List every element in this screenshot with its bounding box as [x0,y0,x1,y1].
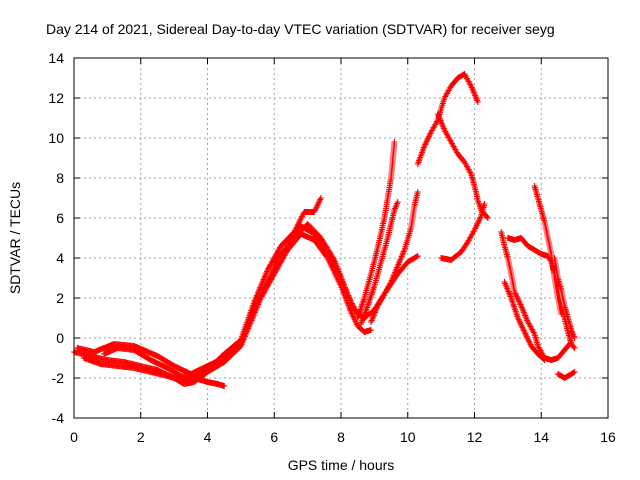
data-marks [71,71,578,389]
y-tick-label: 2 [56,290,64,306]
data-point-markers [501,279,548,363]
data-point-markers [434,111,491,221]
x-tick-label: 2 [137,429,145,445]
series-track-7 [358,199,401,327]
series-track-12 [498,229,575,363]
data-point-markers [354,139,398,321]
data-point-markers [438,201,488,263]
y-tick-label: 14 [48,50,64,66]
x-axis-label: GPS time / hours [288,457,395,473]
series-track-8 [368,189,421,325]
data-point-markers [414,71,481,167]
x-tick-label: 16 [600,429,616,445]
y-tick-label: 10 [48,130,64,146]
data-point-markers [531,183,565,317]
x-tick-label: 10 [400,429,416,445]
series-track-11 [438,201,488,263]
y-tick-label: 6 [56,210,64,226]
series-track-13 [501,279,548,363]
series-track-4 [101,345,228,389]
x-tick-labels: 0 2 4 6 8 10 12 14 16 [70,429,616,445]
data-point-markers [81,195,324,383]
data-point-markers [554,369,578,381]
data-point-markers [498,229,575,363]
data-point-markers [358,199,401,327]
data-point-markers [101,345,228,389]
y-tick-label: -4 [52,410,65,426]
series-track-17 [554,369,578,381]
x-tick-label: 8 [337,429,345,445]
series-track-15 [531,183,565,317]
axis-ticks [73,57,609,419]
y-tick-label: 8 [56,170,64,186]
x-tick-label: 0 [70,429,78,445]
y-tick-label: 12 [48,90,64,106]
series-track-9 [414,71,481,167]
data-point-markers [271,223,361,317]
x-tick-label: 6 [270,429,278,445]
data-point-markers [368,189,421,325]
x-tick-label: 4 [204,429,212,445]
series-track-6 [354,139,398,321]
y-tick-label: -2 [52,370,65,386]
series-track-5 [271,223,361,317]
x-tick-label: 12 [467,429,483,445]
series-track-16 [551,255,578,341]
data-point-markers [551,255,578,341]
y-tick-label: 4 [56,250,64,266]
y-tick-labels: -4 -2 0 2 4 6 8 10 12 14 [48,50,64,426]
x-tick-label: 14 [533,429,549,445]
chart-title: Day 214 of 2021, Sidereal Day-to-day VTE… [46,21,555,37]
y-axis-label: SDTVAR / TECUs [7,182,23,294]
series-track-10 [434,111,491,221]
y-tick-label: 0 [56,330,64,346]
series-track-3 [81,195,324,383]
